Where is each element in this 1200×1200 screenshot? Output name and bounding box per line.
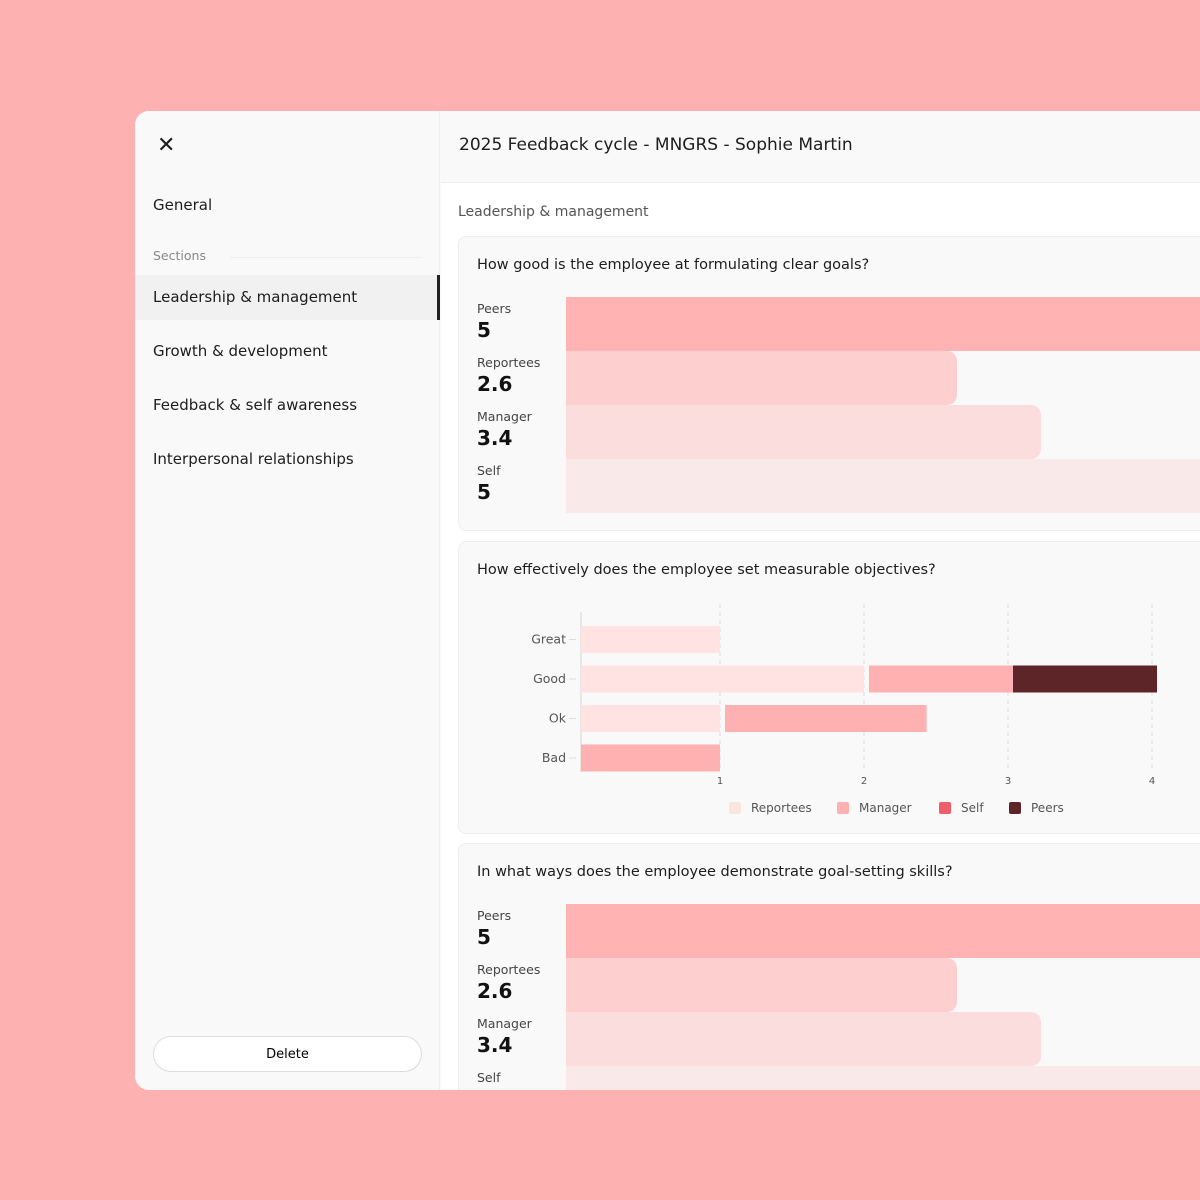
- question-title: In what ways does the employee demonstra…: [477, 864, 953, 880]
- score-value: 2.6: [477, 979, 513, 1003]
- score-bar-peers: [566, 904, 1200, 958]
- question-title: How effectively does the employee set me…: [477, 562, 936, 578]
- sidebar-item-general[interactable]: General: [153, 196, 213, 214]
- question-title: How good is the employee at formulating …: [477, 257, 870, 273]
- score-label: Self: [477, 463, 501, 478]
- legend-label: Peers: [1031, 801, 1064, 815]
- score-label: Peers: [477, 301, 512, 316]
- close-icon[interactable]: ✕: [157, 133, 176, 158]
- x-tick-label: 1: [717, 776, 723, 787]
- score-label: Manager: [477, 409, 532, 424]
- legend-label: Self: [961, 801, 984, 815]
- bar-reportees-ok: [581, 705, 720, 732]
- sidebar: ✕ General Sections Leadership & manageme…: [135, 111, 440, 1090]
- score-label: Reportees: [477, 962, 541, 977]
- score-value: 3.4: [477, 426, 513, 450]
- legend-swatch-manager: [837, 802, 849, 814]
- delete-button[interactable]: Delete: [153, 1036, 422, 1072]
- y-tick-label: Bad: [542, 750, 566, 765]
- main-panel: 2025 Feedback cycle - MNGRS - Sophie Mar…: [441, 111, 1200, 1090]
- x-tick-label: 2: [861, 776, 867, 787]
- score-value: 5: [477, 1087, 491, 1090]
- page-title: 2025 Feedback cycle - MNGRS - Sophie Mar…: [441, 111, 1200, 183]
- x-tick-label: 4: [1149, 776, 1155, 787]
- bar-reportees-good: [581, 665, 864, 693]
- y-tick-label: Great: [531, 632, 566, 647]
- bar-manager-good: [869, 665, 1013, 693]
- sections-label: Sections: [153, 248, 206, 263]
- score-label: Peers: [477, 908, 512, 923]
- breadcrumb: Leadership & management: [458, 204, 649, 220]
- score-value: 2.6: [477, 372, 513, 396]
- legend-swatch-self: [939, 802, 951, 814]
- score-label: Self: [477, 1070, 501, 1085]
- legend-swatch-reportees: [729, 802, 741, 814]
- bar-peers-good: [1013, 665, 1157, 693]
- bar-reportees-great: [581, 626, 720, 653]
- bar-manager-ok: [725, 705, 927, 732]
- bar-manager-bad: [581, 744, 720, 772]
- sidebar-item-interpersonal[interactable]: Interpersonal relationships: [153, 450, 354, 468]
- score-bar-reportees: [566, 958, 957, 1012]
- sidebar-item-feedback[interactable]: Feedback & self awareness: [153, 396, 358, 414]
- stacked-bar-chart: 1 2 3 4 Great Good Ok Bad Reportees Manager Self Pe…: [531, 604, 1157, 815]
- sidebar-item-leadership[interactable]: Leadership & management: [135, 275, 440, 320]
- sidebar-item-growth[interactable]: Growth & development: [153, 342, 328, 360]
- divider: [230, 257, 421, 258]
- x-tick-label: 3: [1005, 776, 1011, 787]
- score-bar-self: [566, 459, 1200, 513]
- score-bar-peers: [566, 297, 1200, 351]
- legend-label: Reportees: [751, 801, 812, 815]
- y-tick-label: Ok: [549, 711, 567, 726]
- feedback-window: ✕ General Sections Leadership & manageme…: [135, 111, 1200, 1090]
- score-value: 5: [477, 318, 491, 342]
- score-label: Reportees: [477, 355, 541, 370]
- legend-label: Manager: [859, 801, 912, 815]
- score-value: 5: [477, 925, 491, 949]
- score-value: 3.4: [477, 1033, 513, 1057]
- question-card-3: In what ways does the employee demonstra…: [458, 843, 1200, 1090]
- legend-swatch-peers: [1009, 802, 1021, 814]
- y-tick-label: Good: [533, 671, 566, 686]
- score-bar-manager: [566, 1012, 1041, 1066]
- score-value: 5: [477, 480, 491, 504]
- score-label: Manager: [477, 1016, 532, 1031]
- score-bar-self: [566, 1066, 1200, 1090]
- score-bar-manager: [566, 405, 1041, 459]
- question-card-1: How good is the employee at formulating …: [458, 236, 1200, 531]
- question-card-2: How effectively does the employee set me…: [458, 541, 1200, 834]
- score-bar-reportees: [566, 351, 957, 405]
